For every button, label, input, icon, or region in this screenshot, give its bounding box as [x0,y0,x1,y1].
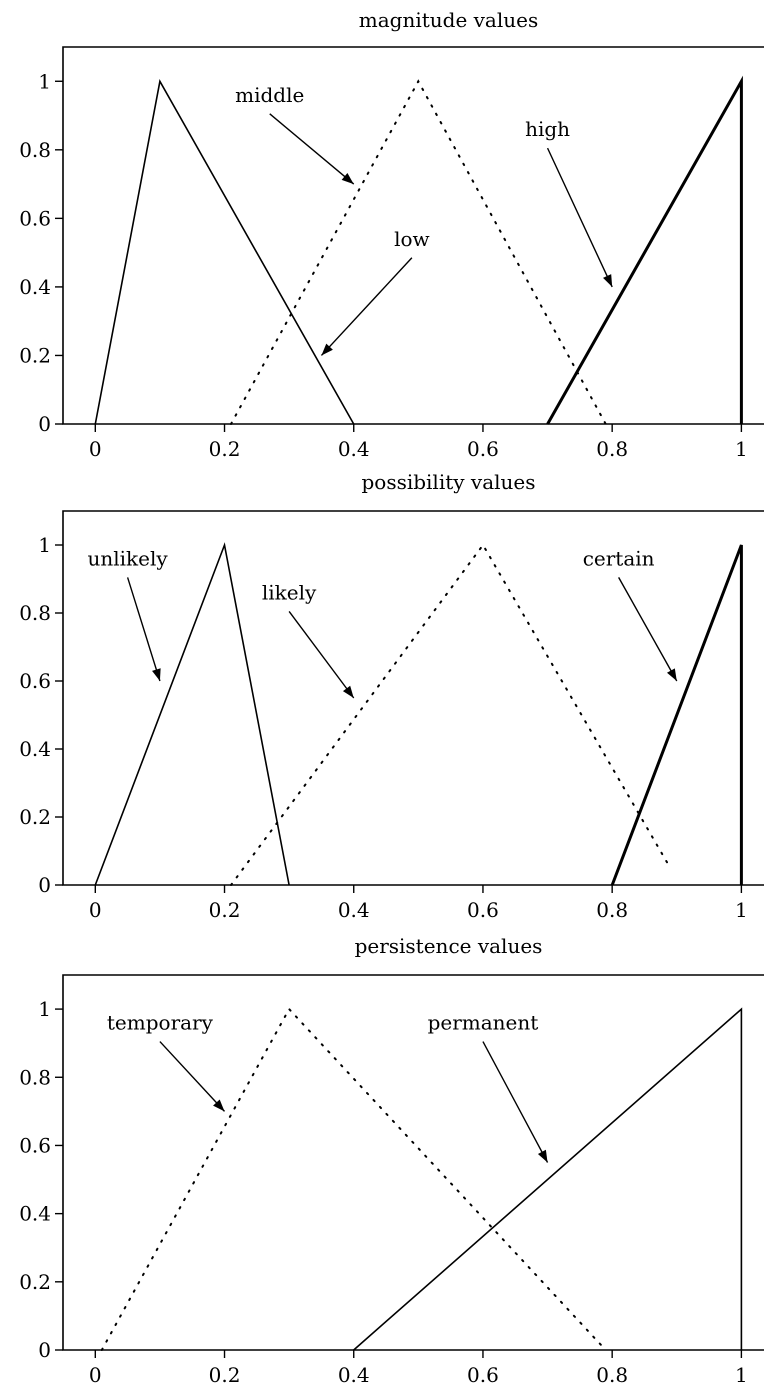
arrowhead [213,1099,225,1112]
annotation-arrow [320,257,413,356]
annotation-arrow [288,610,355,699]
y-tick-label: 1 [38,69,51,93]
x-tick-label: 0.4 [338,437,370,461]
y-tick-label: 0.6 [19,206,51,230]
x-tick-label: 0 [89,1363,102,1387]
x-tick-label: 1 [735,898,748,922]
arrowhead [666,668,677,681]
annotation-arrow [269,113,355,185]
annotation-arrow [546,147,613,288]
annotation-arrow [159,1041,226,1112]
axis-frame [62,510,764,886]
y-tick-label: 0.2 [19,805,51,829]
annotation-low: low [394,227,430,251]
x-tick-label: 0.8 [596,1363,628,1387]
chart-title: possibility values [361,470,535,494]
y-tick-label: 0.8 [19,601,51,625]
y-tick-label: 0.8 [19,138,51,162]
annotation-certain: certain [583,546,655,570]
x-tick-label: 1 [735,437,748,461]
y-tick-label: 0 [38,1338,51,1362]
x-tick-label: 1 [735,1363,748,1387]
arrowhead [537,1149,548,1163]
chart-title: persistence values [355,934,543,958]
y-tick-label: 0.4 [19,737,51,761]
annotation-temporary: temporary [107,1011,214,1035]
y-tick-label: 0.2 [19,1270,51,1294]
annotation-middle: middle [235,83,304,107]
annotation-arrow [126,577,161,682]
chart-title: magnitude values [359,8,538,32]
series-temporary [100,1007,607,1351]
x-tick-label: 0 [89,898,102,922]
y-tick-label: 0 [38,412,51,436]
annotation-arrow [618,577,678,682]
annotation-likely: likely [262,580,317,604]
arrowhead [152,668,161,681]
y-tick-label: 0.4 [19,275,51,299]
series-unlikely [94,542,290,886]
x-tick-label: 0.2 [209,1363,241,1387]
x-tick-label: 0.8 [596,437,628,461]
y-tick-label: 1 [38,997,51,1021]
arrowhead [341,172,354,185]
x-tick-label: 0.4 [338,898,370,922]
arrowhead [603,274,613,287]
x-tick-label: 0.2 [209,437,241,461]
x-tick-label: 0.6 [467,898,499,922]
series-low [94,79,355,425]
x-tick-label: 0.2 [209,898,241,922]
x-tick-label: 0.6 [467,1363,499,1387]
annotation-arrow [482,1041,549,1163]
x-tick-label: 0.6 [467,437,499,461]
series-high [546,75,743,425]
series-middle [230,79,607,425]
chart-panel-2: possibility values 0 0.2 0.4 0.6 0.8 1 0 0.2 0.4 0… [19,470,764,922]
x-tick-label: 0.8 [596,898,628,922]
series-permanent [353,1007,743,1351]
x-tick-label: 0 [89,437,102,461]
annotation-unlikely: unlikely [87,546,168,570]
y-tick-label: 0 [38,873,51,897]
y-tick-label: 0.2 [19,343,51,367]
chart-panel-3: persistence values 0 0.2 0.4 0.6 0.8 1 0 0.2 0.4 0… [19,934,764,1387]
axis-frame [62,46,764,425]
series-certain [610,544,743,886]
arrowhead [321,343,333,356]
y-tick-label: 0.8 [19,1065,51,1089]
y-tick-label: 0.6 [19,669,51,693]
chart-panel-1: magnitude values 0 0.2 0.4 0.6 0.8 1 0 0.2 0.4 0.6… [19,8,764,461]
annotation-permanent: permanent [428,1011,539,1035]
y-tick-label: 0.6 [19,1133,51,1157]
axis-frame [62,974,764,1351]
y-tick-label: 1 [38,533,51,557]
y-tick-label: 0.4 [19,1202,51,1226]
x-tick-label: 0.4 [338,1363,370,1387]
annotation-high: high [525,117,570,141]
arrowhead [342,685,354,698]
